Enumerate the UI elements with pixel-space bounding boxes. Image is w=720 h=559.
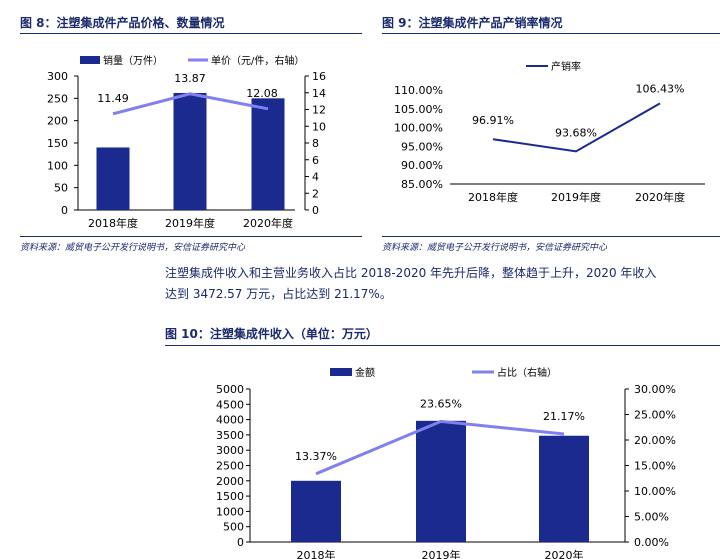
fig10-y2-tick-label: 5.00% (634, 511, 669, 524)
fig8-data-label: 12.08 (246, 87, 278, 100)
fig8-legend-label: 单价（元/件，右轴） (211, 54, 304, 67)
fig10-y-tick-label: 3000 (216, 444, 244, 457)
fig8-y-tick-label: 300 (47, 70, 68, 83)
fig10-data-label: 13.37% (295, 450, 337, 463)
fig10-y-tick-label: 2000 (216, 475, 244, 488)
fig10-x-tick-label: 2019年 (422, 548, 461, 559)
fig8-y-tick-label: 0 (61, 204, 68, 217)
fig8-source-rule (20, 236, 362, 237)
fig8-bar (96, 147, 130, 210)
fig10-y-tick-label: 500 (223, 521, 244, 534)
fig10-data-label: 21.17% (543, 410, 585, 423)
fig8-source: 资料来源：威贸电子公开发行说明书，安信证券研究中心 (20, 243, 246, 253)
fig10-legend-swatch-bar (330, 368, 352, 376)
fig9-x-tick-label: 2020年度 (635, 190, 685, 204)
fig9-data-label: 93.68% (555, 126, 597, 139)
fig9-y-tick-label: 85.00% (401, 178, 443, 191)
fig8-y2-tick-label: 2 (312, 187, 319, 200)
fig8-y2-tick-label: 14 (312, 87, 326, 100)
fig10-y-tick-label: 4500 (216, 398, 244, 411)
fig10-legend-label: 占比（右轴） (497, 366, 557, 379)
fig8-y2-tick-label: 12 (312, 104, 326, 117)
paragraph-line-2: 达到 3472.57 万元，占比达到 21.17%。 (165, 287, 392, 301)
fig9-x-tick-label: 2018年度 (468, 190, 518, 204)
fig9-source-rule (382, 236, 720, 237)
fig10-bar (539, 435, 589, 542)
fig10-y-tick-label: 1000 (216, 505, 244, 518)
fig8-title-rule (20, 33, 362, 34)
fig9-source: 资料来源：威贸电子公开发行说明书，安信证券研究中心 (382, 243, 608, 253)
fig10-y-tick-label: 0 (237, 536, 244, 549)
fig8-y-tick-label: 250 (47, 92, 68, 105)
fig8-y2-tick-label: 8 (312, 137, 319, 150)
fig10-x-tick-label: 2020年 (545, 548, 584, 559)
fig8-bar (251, 98, 285, 210)
fig9-data-label: 96.91% (472, 114, 514, 127)
fig9-y-tick-label: 95.00% (401, 140, 443, 153)
fig8-y-tick-label: 100 (47, 159, 68, 172)
fig9-x-tick-label: 2019年度 (551, 190, 601, 204)
fig8-data-label: 11.49 (97, 92, 129, 105)
fig8-data-label: 13.87 (174, 72, 206, 85)
fig8-x-tick-label: 2019年度 (165, 216, 215, 230)
fig10-y-tick-label: 5000 (216, 383, 244, 396)
fig8-y-tick-label: 50 (54, 182, 68, 195)
fig10-y2-tick-label: 10.00% (634, 485, 676, 498)
fig8-y2-tick-label: 6 (312, 154, 319, 167)
fig8-line-series (112, 92, 269, 116)
fig10-bar (291, 480, 341, 542)
fig10-y2-tick-label: 0.00% (634, 536, 669, 549)
fig9-title-rule (382, 33, 720, 34)
fig8-title: 图 8：注塑集成件产品价格、数量情况 (20, 16, 225, 30)
fig8-y2-tick-label: 0 (312, 204, 319, 217)
fig9-line-series (492, 102, 661, 153)
fig10-title: 图 10：注塑集成件收入（单位：万元） (165, 327, 378, 341)
fig8-y2-tick-label: 4 (312, 171, 319, 184)
fig9-title: 图 9：注塑集成件产品产销率情况 (382, 16, 563, 30)
fig8-bar (173, 92, 207, 210)
fig10-y-tick-label: 4000 (216, 414, 244, 427)
fig8-y-tick-label: 200 (47, 115, 68, 128)
fig10-y-tick-label: 1500 (216, 490, 244, 503)
fig10-y-tick-label: 3500 (216, 429, 244, 442)
fig8-y-tick-label: 150 (47, 137, 68, 150)
fig9-legend-label: 产销率 (551, 60, 581, 73)
fig8-x-tick-label: 2020年度 (243, 216, 293, 230)
fig9-y-tick-label: 105.00% (394, 103, 443, 116)
fig10-x-tick-label: 2018年 (297, 548, 336, 559)
fig10-y2-tick-label: 20.00% (634, 434, 676, 447)
fig10-y2-tick-label: 30.00% (634, 383, 676, 396)
fig10-legend-label: 金额 (355, 366, 375, 379)
paragraph-line-1: 注塑集成件收入和主营业务收入占比 2018-2020 年先升后降，整体趋于上升，… (165, 266, 657, 280)
fig10-y2-tick-label: 25.00% (634, 409, 676, 422)
fig9-y-tick-label: 90.00% (401, 159, 443, 172)
fig10-data-label: 23.65% (420, 397, 462, 410)
fig8-legend-swatch-bar (80, 56, 100, 64)
fig9-y-tick-label: 110.00% (394, 84, 443, 97)
fig8-x-tick-label: 2018年度 (88, 216, 138, 230)
fig10-bar (416, 420, 466, 542)
fig9-y-tick-label: 100.00% (394, 122, 443, 135)
fig8-legend-label: 销量（万件） (103, 54, 163, 67)
fig10-title-rule (165, 345, 720, 346)
fig8-y2-tick-label: 16 (312, 70, 326, 83)
fig10-line-series (315, 419, 565, 476)
fig10-y2-tick-label: 15.00% (634, 460, 676, 473)
fig10-y-tick-label: 2500 (216, 460, 244, 473)
fig8-y2-tick-label: 10 (312, 120, 326, 133)
fig9-data-label: 106.43% (636, 82, 685, 95)
